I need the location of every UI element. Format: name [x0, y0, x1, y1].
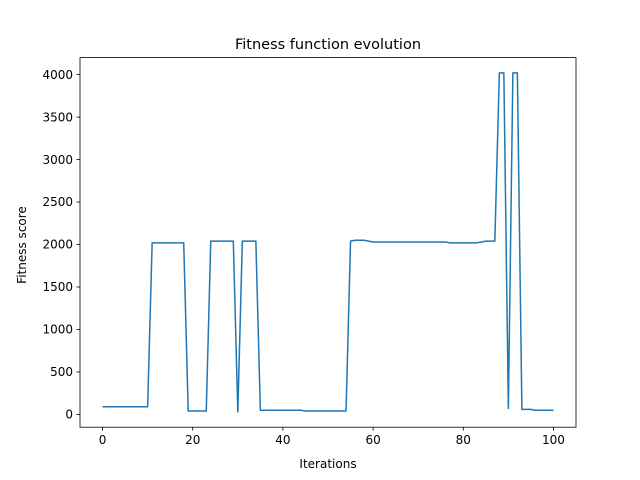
axes-frame	[79, 57, 577, 428]
y-tick-label: 500	[50, 365, 73, 379]
chart-title: Fitness function evolution	[235, 37, 421, 53]
y-tick-label: 4000	[42, 68, 73, 82]
y-axis-label: Fitness score	[15, 206, 29, 284]
y-tick-label: 1000	[42, 323, 73, 337]
series-line	[102, 72, 554, 413]
y-tick-label: 3000	[42, 153, 73, 167]
x-tick-label: 100	[542, 433, 565, 447]
x-tick-label: 80	[456, 433, 471, 447]
y-tick-label: 2500	[42, 195, 73, 209]
x-tick-label: 40	[275, 433, 290, 447]
x-axis-label: Iterations	[299, 457, 356, 471]
y-tick-label: 0	[65, 408, 73, 422]
plot-area: 0 20 40 60 80 1000500100015002000250030003500…	[42, 57, 577, 447]
x-tick-label: 0	[99, 433, 107, 447]
x-tick-label: 20	[185, 433, 200, 447]
x-tick-label: 60	[365, 433, 380, 447]
y-tick-label: 2000	[42, 238, 73, 252]
y-tick-label: 1500	[42, 280, 73, 294]
y-tick-label: 3500	[42, 110, 73, 124]
